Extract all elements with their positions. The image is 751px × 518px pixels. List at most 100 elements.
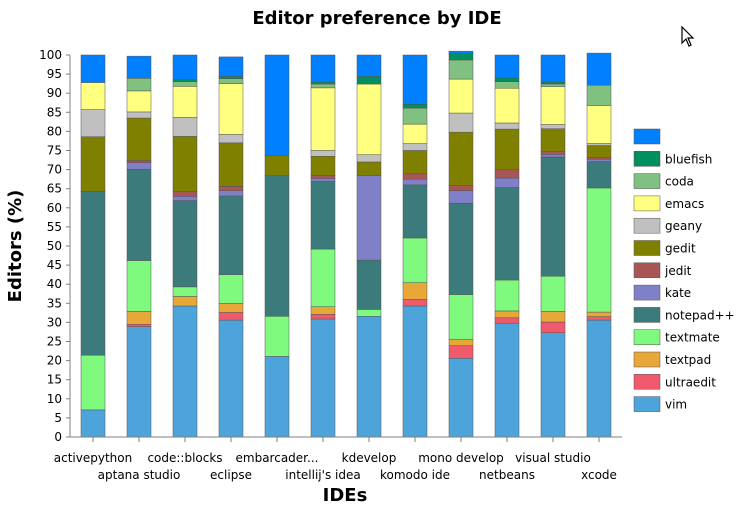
bar-segment-vim xyxy=(356,316,382,438)
bar-segment-notepad++ xyxy=(172,200,198,288)
bar-segment-emacs xyxy=(448,78,474,114)
bar-segment-jedit xyxy=(126,160,152,163)
bar-segment-jedit xyxy=(218,186,244,191)
bar-segment-textmate xyxy=(310,248,336,307)
bar-segment-gedit xyxy=(310,155,336,176)
bar-segment-jedit xyxy=(402,173,428,180)
legend-label-geany: geany xyxy=(665,219,702,233)
bar-segment-textpad xyxy=(402,282,428,300)
bar-segment-gedit xyxy=(402,150,428,175)
x-tick-label: xcode xyxy=(581,468,617,482)
bar-segment-unnamed xyxy=(264,54,290,156)
bar-segment-textmate xyxy=(356,309,382,317)
x-tick-label: komodo ide xyxy=(380,468,450,482)
bar-segment-textpad xyxy=(494,310,520,319)
bar-segment-textmate xyxy=(218,274,244,304)
legend-label-kate: kate xyxy=(665,286,691,300)
bar-segment-bluefish xyxy=(310,81,336,85)
bar-segment-emacs xyxy=(402,123,428,144)
x-tick-label: aptana studio xyxy=(98,468,181,482)
bar-segment-jedit xyxy=(494,169,520,179)
bar-segment-emacs xyxy=(80,82,106,110)
bar-segment-geany xyxy=(218,134,244,144)
y-tick-label: 100 xyxy=(39,48,62,62)
y-tick-label: 35 xyxy=(47,296,62,310)
bar-segment-notepad++ xyxy=(356,259,382,310)
y-tick-label: 10 xyxy=(47,392,62,406)
bar-segment-jedit xyxy=(586,157,612,160)
bar-segment-geany xyxy=(172,117,198,137)
bar-segment-coda xyxy=(218,78,244,84)
bar-segment-coda xyxy=(448,59,474,80)
bar-segment-bluefish xyxy=(356,76,382,85)
bar-segment-ultraedit xyxy=(448,345,474,359)
bar-segment-textpad xyxy=(218,303,244,313)
x-tick-label: netbeans xyxy=(479,468,535,482)
bar-segment-geany xyxy=(402,143,428,151)
bar-segment-geany xyxy=(586,142,612,146)
bar-segment-emacs xyxy=(586,105,612,144)
bar-segment-unnamed xyxy=(310,54,336,83)
bar-segment-gedit xyxy=(172,136,198,192)
bar-segment-vim xyxy=(172,305,198,438)
y-tick-label: 70 xyxy=(47,163,62,177)
bar-segment-vim xyxy=(586,319,612,438)
bar-segment-notepad++ xyxy=(448,202,474,295)
bar-segment-notepad++ xyxy=(586,161,612,189)
bar-segment-gedit xyxy=(494,128,520,170)
bar-segment-bluefish xyxy=(494,77,520,82)
bar-segment-unnamed xyxy=(448,50,474,54)
bar-segment-gedit xyxy=(218,142,244,187)
bar-segment-kate xyxy=(586,159,612,162)
bar-segment-bluefish xyxy=(218,76,244,79)
bar-segment-textpad xyxy=(540,311,566,323)
bar-segment-jedit xyxy=(448,185,474,191)
y-tick-label: 75 xyxy=(47,144,62,158)
bar-segment-kate xyxy=(126,162,152,170)
bar-segment-emacs xyxy=(494,87,520,124)
bar-segment-textpad xyxy=(586,311,612,317)
bar-segment-kate xyxy=(310,178,336,182)
x-tick-label: visual studio xyxy=(515,451,591,465)
bar-segment-geany xyxy=(494,122,520,130)
bar-segment-textmate xyxy=(402,237,428,283)
legend-swatch-emacs xyxy=(633,195,661,212)
legend-label-bluefish: bluefish xyxy=(665,152,712,166)
bar-segment-kate xyxy=(356,175,382,261)
legend-swatch-vim xyxy=(633,396,661,412)
y-tick-label: 25 xyxy=(47,335,62,349)
bar-segment-coda xyxy=(402,107,428,125)
bar-segment-vim xyxy=(540,332,566,438)
legend: bluefish coda emacs geany gedit jedit kate note… xyxy=(633,128,735,412)
bar-segment-kate xyxy=(494,177,520,188)
bar-segment-bluefish xyxy=(448,53,474,61)
bar-segment-gedit xyxy=(540,128,566,152)
bar-segment-geany xyxy=(126,111,152,119)
bar-segment-textmate xyxy=(80,355,106,411)
bar-segment-notepad++ xyxy=(80,191,106,356)
legend-swatch-coda xyxy=(633,173,661,189)
bar-segment-gedit xyxy=(586,145,612,158)
bar-segment-gedit xyxy=(264,155,290,176)
bar-segment-textpad xyxy=(310,306,336,315)
y-tick-label: 90 xyxy=(47,86,62,100)
legend-swatch-unnamed xyxy=(633,128,661,145)
mouse-pointer-icon xyxy=(681,26,695,47)
legend-label-textmate: textmate xyxy=(665,331,720,345)
x-axis-title: IDEs xyxy=(323,485,368,506)
bar-segment-unnamed xyxy=(218,56,244,77)
bar-segment-geany xyxy=(448,112,474,133)
bar-segment-kate xyxy=(540,154,566,158)
y-tick-label: 55 xyxy=(47,220,62,234)
y-tick-label: 15 xyxy=(47,373,62,387)
y-tick-label: 30 xyxy=(47,315,62,329)
bar-segment-kate xyxy=(218,190,244,197)
bar-segment-ultraedit xyxy=(310,314,336,320)
bar-segment-vim xyxy=(264,356,290,438)
legend-swatch-textpad xyxy=(633,351,661,368)
bar-segment-ultraedit xyxy=(540,321,566,333)
legend-swatch-gedit xyxy=(633,240,661,256)
bar-segment-jedit xyxy=(310,175,336,179)
bar-segment-textmate xyxy=(264,316,290,357)
